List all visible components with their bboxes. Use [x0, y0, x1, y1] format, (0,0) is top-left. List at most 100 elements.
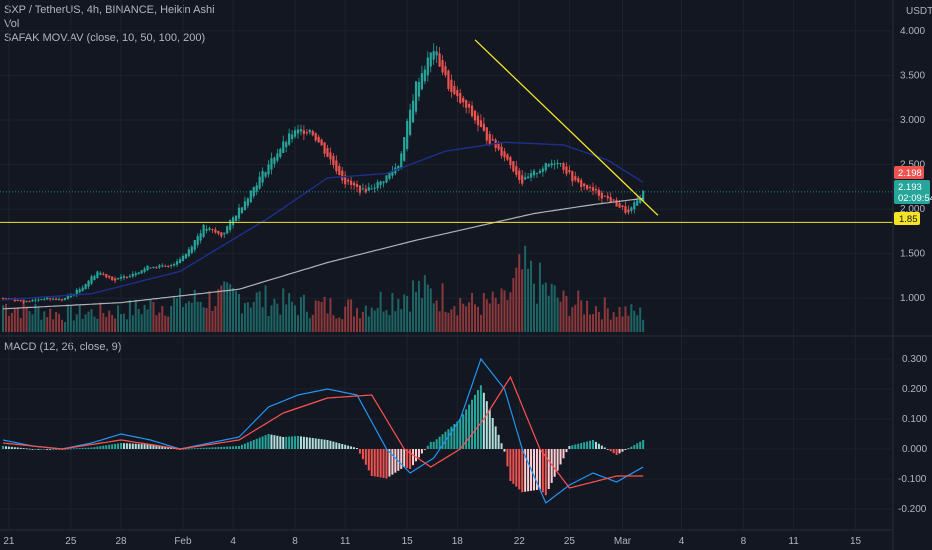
currency-label: USDT [906, 6, 932, 17]
candle [341, 167, 344, 184]
histogram-bar [105, 445, 108, 449]
volume-bar [226, 282, 229, 332]
histogram-bar [52, 449, 55, 450]
histogram-bar [291, 436, 294, 449]
histogram-bar [140, 444, 143, 449]
volume-bar [34, 303, 37, 332]
volume-bar [503, 290, 506, 332]
volume-bar [636, 315, 639, 332]
candle [52, 296, 55, 301]
candle [193, 239, 196, 253]
volume-bar [586, 300, 589, 332]
candle [4, 298, 8, 300]
macd-histogram [2, 385, 645, 496]
histogram-bar [535, 449, 538, 490]
macd-axis[interactable]: 0.300 0.200 0.100 0.000 -0.100 -0.200 [898, 354, 927, 515]
histogram-bar [423, 449, 426, 450]
time-axis[interactable]: 21 25 28 Feb 4 8 11 15 18 22 25 Mar 4 8 11 15 [0, 529, 893, 547]
volume-bar [597, 311, 600, 332]
candle [119, 274, 123, 281]
volume-bar [31, 314, 34, 332]
histogram-bar [184, 448, 187, 450]
volume-bar [456, 315, 459, 332]
histogram-bar [279, 436, 282, 449]
histogram-bar [152, 444, 155, 449]
time-tick-label: 22 [514, 536, 526, 547]
candle [591, 182, 595, 196]
candle [456, 86, 459, 102]
candle [574, 171, 577, 183]
volume-bar [240, 313, 243, 332]
candle [594, 185, 598, 195]
histogram-bar [75, 448, 78, 450]
candle [229, 219, 232, 233]
candle [600, 190, 603, 203]
ma200-line [2, 197, 644, 310]
candle [453, 80, 456, 96]
candle [347, 177, 350, 185]
volume-bar [13, 308, 16, 332]
price-axis[interactable]: 4.000 3.500 3.000 2.500 2.000 1.500 1.000 [900, 26, 925, 304]
volume-bar [400, 309, 403, 332]
candle [143, 266, 146, 274]
histogram-bar [285, 436, 288, 449]
histogram-bar [246, 442, 249, 449]
volume-bar [149, 299, 152, 332]
histogram-bar [299, 436, 302, 449]
volume-bar [176, 298, 179, 332]
histogram-bar [261, 436, 264, 449]
histogram-bar [550, 449, 553, 483]
volume-bar [382, 311, 385, 332]
candle [102, 271, 105, 276]
candle [414, 80, 418, 115]
candle [152, 266, 155, 269]
volume-bar [196, 301, 199, 332]
descending-trendline[interactable] [474, 39, 659, 216]
histogram-bar [297, 436, 299, 449]
histogram-bar [111, 444, 114, 449]
candle [323, 141, 326, 158]
volume-bar [93, 316, 96, 332]
histogram-bar [190, 448, 193, 450]
histogram-bar [471, 399, 474, 449]
histogram-bar [131, 443, 134, 449]
candle [55, 297, 58, 301]
candle [208, 226, 211, 232]
histogram-bar [432, 441, 435, 449]
candle [252, 186, 255, 199]
volume-bar [326, 313, 329, 332]
volume-bar [102, 312, 105, 332]
volume-bar [72, 320, 75, 332]
time-tick-label: 8 [292, 536, 298, 547]
candle [332, 152, 335, 169]
candle [379, 180, 382, 189]
histogram-bar [99, 446, 102, 449]
histogram-bar [503, 449, 506, 452]
volume-bar [417, 280, 420, 332]
histogram-bar [376, 449, 379, 477]
candle [31, 298, 34, 302]
volume-bar [432, 303, 435, 332]
candle [350, 176, 353, 190]
volume-bars [2, 245, 645, 332]
candle [529, 169, 533, 182]
histogram-bar [69, 448, 72, 450]
volume-bar [232, 287, 235, 332]
histogram-bar [13, 447, 16, 449]
volume-bar [500, 288, 503, 332]
volume-bar [10, 312, 13, 332]
volume-bar [276, 303, 279, 332]
candle [376, 179, 379, 191]
histogram-bar [314, 438, 317, 449]
candle [588, 184, 592, 192]
volume-bar [140, 314, 143, 332]
candle [550, 159, 553, 169]
histogram-bar [63, 448, 66, 450]
histogram-bar [90, 447, 93, 449]
volume-bar [583, 314, 586, 332]
histogram-bar [533, 449, 535, 491]
candle [114, 276, 117, 284]
candle [125, 275, 128, 279]
histogram-bar [412, 449, 415, 466]
